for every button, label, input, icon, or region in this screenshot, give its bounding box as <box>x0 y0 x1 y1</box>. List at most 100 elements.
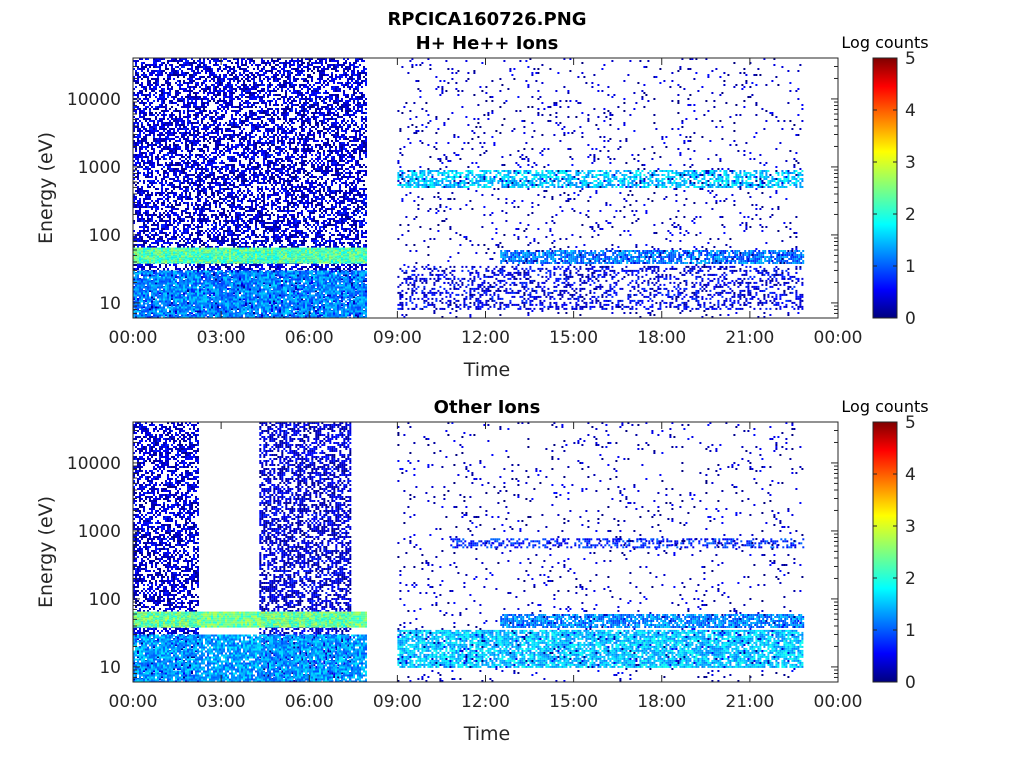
heatmap-cell <box>145 162 147 164</box>
heatmap-cell <box>169 140 171 142</box>
heatmap-cell <box>151 174 153 176</box>
heatmap-cell <box>137 172 139 174</box>
heatmap-cell <box>161 124 163 126</box>
heatmap-cell <box>157 156 159 158</box>
heatmap-cell <box>159 214 161 216</box>
heatmap-cell <box>143 212 145 214</box>
heatmap-cell <box>137 74 139 76</box>
heatmap-cell <box>147 186 149 188</box>
heatmap-cell <box>137 78 139 80</box>
heatmap-cell <box>153 150 155 152</box>
heatmap-cell <box>159 98 161 100</box>
heatmap-cell <box>161 62 163 64</box>
heatmap-cell <box>141 84 143 86</box>
heatmap-cell <box>163 226 165 228</box>
heatmap-cell <box>151 224 153 226</box>
heatmap-cell <box>167 198 169 200</box>
heatmap-cell <box>139 114 141 116</box>
heatmap-cell <box>163 78 165 80</box>
heatmap-cell <box>151 164 153 166</box>
heatmap-cell <box>157 164 159 166</box>
heatmap-cell <box>157 84 159 86</box>
heatmap-cell <box>141 146 143 148</box>
heatmap-cell <box>141 152 143 154</box>
heatmap-cell <box>143 88 145 90</box>
heatmap-cell <box>145 96 147 98</box>
heatmap-cell <box>143 110 145 112</box>
heatmap-cell <box>163 216 165 218</box>
heatmap-cell <box>143 118 145 120</box>
heatmap-cell <box>161 122 163 124</box>
heatmap-cell <box>141 268 143 270</box>
heatmap-cell <box>141 130 143 132</box>
heatmap-cell <box>165 144 167 146</box>
heatmap-cell <box>163 114 165 116</box>
heatmap-cell <box>147 100 149 102</box>
heatmap-cell <box>139 116 141 118</box>
heatmap-cell <box>159 90 161 92</box>
heatmap-cell <box>153 204 155 206</box>
heatmap-cell <box>149 172 151 174</box>
heatmap-cell <box>151 154 153 156</box>
heatmap-cell <box>157 162 159 164</box>
heatmap-cell <box>145 76 147 78</box>
heatmap-cell <box>165 110 167 112</box>
heatmap-cell <box>139 134 141 136</box>
heatmap-cell <box>145 168 147 170</box>
heatmap-cell <box>147 76 149 78</box>
heatmap-cell <box>159 158 161 160</box>
heatmap-cell <box>137 176 139 178</box>
heatmap-cell <box>159 106 161 108</box>
heatmap-cell <box>141 122 143 124</box>
heatmap-cell <box>147 222 149 224</box>
heatmap-cell <box>155 204 157 206</box>
heatmap-cell <box>161 214 163 216</box>
heatmap-cell <box>135 86 137 88</box>
heatmap-cell <box>157 138 159 140</box>
heatmap-cell <box>167 62 169 64</box>
heatmap-cell <box>153 182 155 184</box>
heatmap-cell <box>143 108 145 110</box>
heatmap-cell <box>159 128 161 130</box>
heatmap-cell <box>153 212 155 214</box>
heatmap-cell <box>145 120 147 122</box>
heatmap-cell <box>155 86 157 88</box>
heatmap-cell <box>161 138 163 140</box>
heatmap-cell <box>165 206 167 208</box>
heatmap-cell <box>165 198 167 200</box>
heatmap-cell <box>145 106 147 108</box>
heatmap-cell <box>153 214 155 216</box>
heatmap-cell <box>143 86 145 88</box>
heatmap-cell <box>139 150 141 152</box>
heatmap-cell <box>163 128 165 130</box>
heatmap-cell <box>155 70 157 72</box>
heatmap-cell <box>169 216 171 218</box>
heatmap-cell <box>155 78 157 80</box>
heatmap-cell <box>155 178 157 180</box>
heatmap-cell <box>163 96 165 98</box>
heatmap-cell <box>139 206 141 208</box>
heatmap-cell <box>161 188 163 190</box>
heatmap-cell <box>143 240 145 242</box>
heatmap-cell <box>145 98 147 100</box>
heatmap-cell <box>163 92 165 94</box>
heatmap-cell <box>151 266 153 268</box>
heatmap-cell <box>149 198 151 200</box>
heatmap-cell <box>149 72 151 74</box>
heatmap-cell <box>153 148 155 150</box>
heatmap-cell <box>141 86 143 88</box>
heatmap-cell <box>157 226 159 228</box>
heatmap-cell <box>151 130 153 132</box>
heatmap-cell <box>161 164 163 166</box>
heatmap-cell <box>147 202 149 204</box>
heatmap-cell <box>147 240 149 242</box>
heatmap-cell <box>135 62 137 64</box>
heatmap-cell <box>137 200 139 202</box>
heatmap-cell <box>149 154 151 156</box>
heatmap-cell <box>155 232 157 234</box>
heatmap-cell <box>161 228 163 230</box>
heatmap-cell <box>145 140 147 142</box>
heatmap-cell <box>169 232 171 234</box>
heatmap-cell <box>139 84 141 86</box>
heatmap-cell <box>155 118 157 120</box>
